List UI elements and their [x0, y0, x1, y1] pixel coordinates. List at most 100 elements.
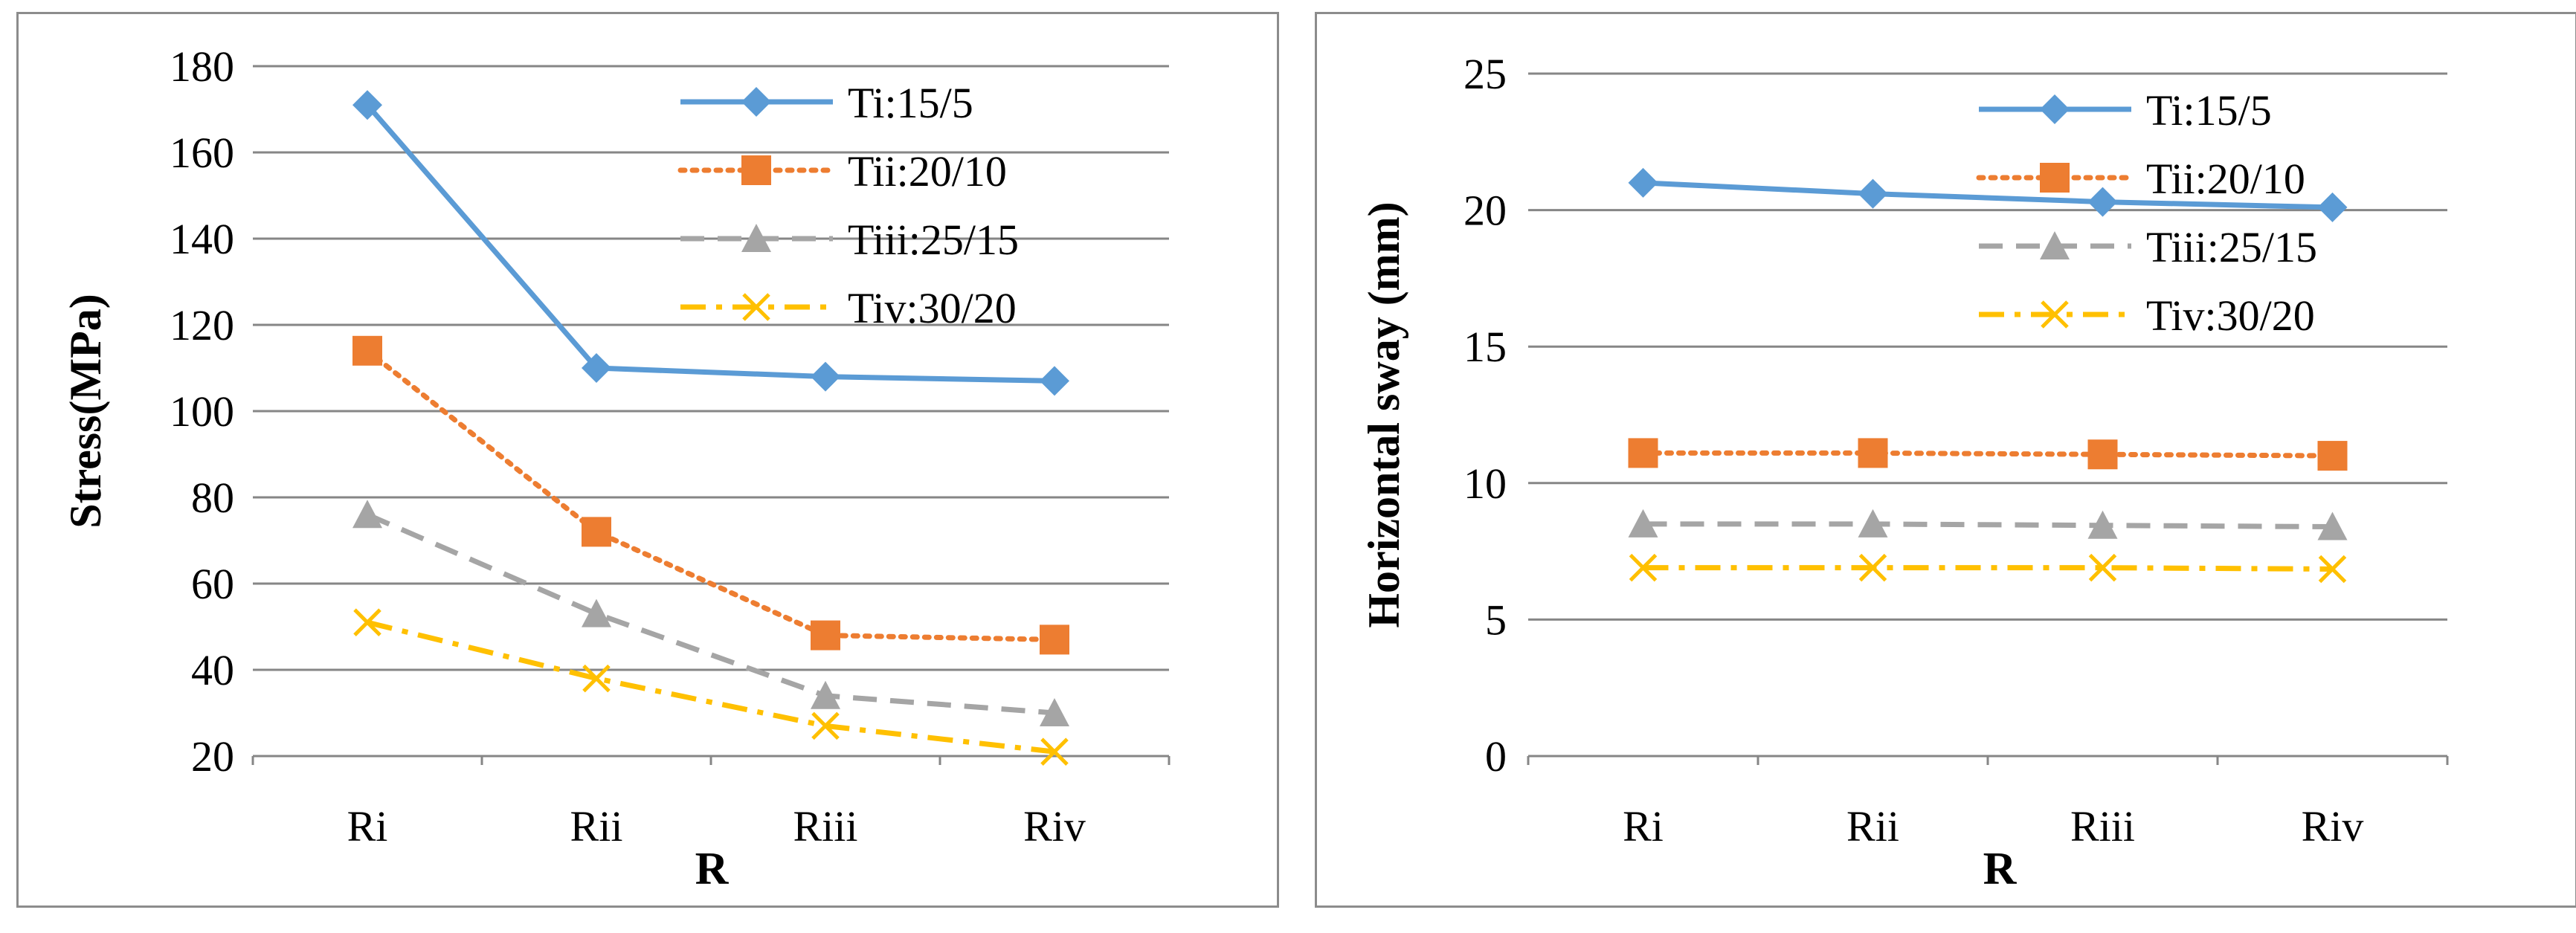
y-tick-label: 0 — [1485, 732, 1507, 781]
y-tick-label: 160 — [170, 129, 234, 177]
data-point — [582, 517, 611, 547]
y-tick-label: 120 — [170, 301, 234, 349]
series-4 — [353, 608, 1069, 766]
data-point — [352, 500, 382, 529]
legend-label: Tii:20/10 — [848, 147, 1007, 196]
data-point — [1858, 178, 1888, 209]
data-point — [2088, 553, 2117, 582]
legend-marker — [741, 155, 771, 185]
x-tick-label: Riii — [793, 802, 857, 850]
data-point — [2317, 511, 2348, 540]
data-point — [582, 664, 611, 693]
data-point — [811, 361, 840, 392]
legend-item: Tii:20/10 — [1976, 155, 2305, 203]
x-tick-label: Rii — [1846, 802, 1899, 850]
legend-marker — [2040, 94, 2070, 124]
y-tick-label: 10 — [1464, 459, 1507, 508]
data-point — [1628, 167, 1658, 198]
legend-label: Ti:15/5 — [2146, 86, 2272, 135]
series-line — [366, 511, 1055, 716]
legend-label: Tiii:25/15 — [2146, 223, 2317, 271]
legend-marker — [2040, 163, 2070, 193]
legend-marker — [2040, 231, 2070, 259]
data-point — [352, 90, 382, 120]
y-tick-label: 60 — [191, 560, 234, 608]
legend-item: Tiv:30/20 — [1979, 291, 2315, 340]
series-line — [365, 103, 1055, 384]
legend-item: Tiv:30/20 — [680, 284, 1017, 332]
data-point — [1628, 509, 1658, 537]
y-axis-label: Horizontal sway (mm) — [1359, 201, 1408, 627]
legend-item: Ti:15/5 — [1979, 86, 2272, 135]
x-tick-label: Riv — [1023, 802, 1086, 850]
legend-label: Tiv:30/20 — [848, 284, 1017, 332]
series-2 — [1628, 438, 2348, 471]
legend-label: Ti:15/5 — [848, 79, 973, 127]
y-tick-label: 20 — [1464, 187, 1507, 235]
legend-marker — [741, 224, 771, 252]
legend-item: Tiii:25/15 — [1979, 223, 2317, 271]
data-point — [811, 711, 840, 740]
legend-label: Tii:20/10 — [2146, 155, 2305, 203]
series-line — [1643, 565, 2333, 572]
y-tick-label: 40 — [191, 646, 234, 694]
legend-item: Tiii:25/15 — [680, 216, 1019, 264]
series-line — [1640, 450, 2335, 459]
x-axis-label: R — [1983, 844, 2018, 894]
series-3 — [1628, 509, 2348, 540]
legend-marker — [742, 293, 770, 321]
legend-label: Tiii:25/15 — [848, 216, 1019, 264]
data-point — [2317, 192, 2348, 222]
y-tick-label: 25 — [1464, 50, 1507, 98]
data-point — [2317, 441, 2348, 471]
data-point — [2087, 439, 2118, 470]
x-tick-label: Riv — [2302, 802, 2364, 850]
data-point — [1629, 553, 1658, 582]
series-3 — [352, 500, 1069, 726]
data-point — [2087, 510, 2118, 539]
series-line — [1643, 521, 2333, 530]
legend: Ti:15/5 Tii:20/10 Tiii:25/15 Tiv:30/20 — [1976, 86, 2317, 340]
series-line — [1643, 180, 2333, 210]
x-axis-label: R — [695, 844, 730, 894]
legend: Ti:15/5 Tii:20/10 Tiii:25/15 Tiv:30/20 — [677, 79, 1019, 332]
legend-marker — [2041, 300, 2069, 329]
legend-item: Ti:15/5 — [680, 79, 973, 127]
data-point — [811, 620, 840, 650]
data-point — [1040, 624, 1069, 655]
x-tick-label: Ri — [347, 802, 388, 850]
y-tick-label: 180 — [170, 42, 234, 91]
data-point — [352, 335, 382, 366]
gridlines — [1528, 72, 2447, 621]
data-point — [582, 353, 611, 383]
series-line — [367, 619, 1055, 755]
data-point — [2318, 555, 2347, 584]
y-tick-label: 100 — [170, 387, 234, 436]
series-1 — [352, 90, 1069, 396]
x-tick-label: Rii — [570, 802, 623, 850]
series-line — [364, 348, 1057, 642]
y-axis-label: Stress(MPa) — [61, 294, 110, 528]
legend-marker — [741, 87, 771, 117]
stress-chart: 20 40 60 80 100 120 140 160 180 Ri Rii Riii Riv R Stre… — [61, 42, 1171, 894]
series-2 — [352, 335, 1069, 655]
data-point — [1858, 438, 1888, 468]
data-point — [1628, 438, 1658, 468]
y-tick-label: 80 — [191, 474, 234, 522]
data-point — [1040, 737, 1069, 766]
data-point — [811, 680, 840, 709]
legend-item: Tii:20/10 — [677, 147, 1007, 196]
data-point — [1040, 698, 1069, 726]
data-point — [582, 598, 611, 627]
data-point — [2087, 187, 2118, 217]
series-4 — [1629, 553, 2347, 584]
y-tick-label: 15 — [1464, 323, 1507, 371]
x-tick-label: Riii — [2070, 802, 2135, 850]
stress-chart-panel: 20 40 60 80 100 120 140 160 180 Ri Rii Riii Riv R Stre… — [16, 12, 1279, 908]
data-point — [1858, 509, 1888, 537]
sway-chart: 0 5 10 15 20 25 Ri Rii Riii Riv R Horizontal sway (… — [1359, 50, 2449, 894]
y-tick-label: 5 — [1485, 595, 1507, 644]
data-point — [1858, 553, 1887, 582]
sway-chart-panel: 0 5 10 15 20 25 Ri Rii Riii Riv R Horizontal sway (… — [1315, 12, 2576, 908]
y-tick-label: 140 — [170, 215, 234, 263]
